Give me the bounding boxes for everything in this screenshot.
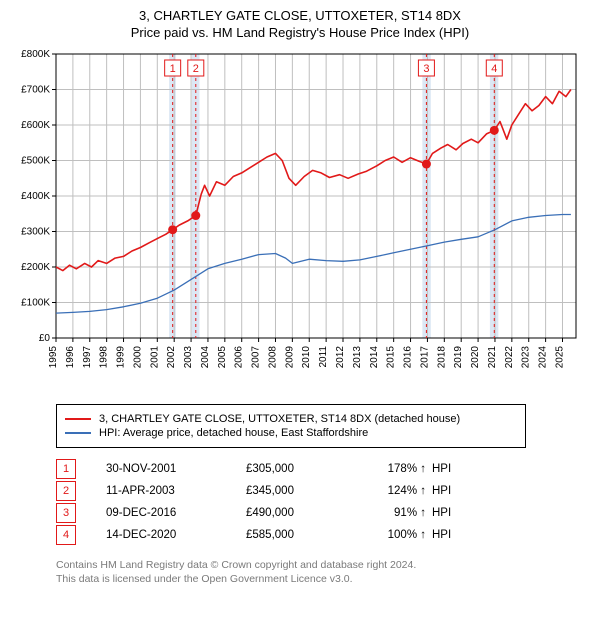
svg-text:£800K: £800K <box>21 49 50 60</box>
row-date: 09-DEC-2016 <box>106 507 246 519</box>
row-marker: 3 <box>56 503 76 523</box>
legend-label: 3, CHARTLEY GATE CLOSE, UTTOXETER, ST14 … <box>99 413 460 425</box>
svg-text:2: 2 <box>193 63 199 75</box>
row-pct: 124% ↑ <box>356 485 426 497</box>
svg-text:2005: 2005 <box>217 346 228 369</box>
svg-text:2019: 2019 <box>453 346 464 369</box>
legend-item: 3, CHARTLEY GATE CLOSE, UTTOXETER, ST14 … <box>65 413 517 425</box>
footer-attribution: Contains HM Land Registry data © Crown c… <box>56 558 526 586</box>
svg-text:3: 3 <box>423 63 429 75</box>
footer-line-1: Contains HM Land Registry data © Crown c… <box>56 558 526 572</box>
row-date: 11-APR-2003 <box>106 485 246 497</box>
svg-text:£700K: £700K <box>21 85 50 96</box>
chart-area: £0 £100K £200K £300K £400K £500K £600K £700K £80… <box>10 46 590 396</box>
row-hpi-label: HPI <box>426 507 492 519</box>
row-pct: 178% ↑ <box>356 463 426 475</box>
table-row: 1 30-NOV-2001£305,000178% ↑HPI <box>56 458 526 480</box>
row-date: 14-DEC-2020 <box>106 529 246 541</box>
legend-item: HPI: Average price, detached house, East… <box>65 427 517 439</box>
table-row: 2 11-APR-2003£345,000124% ↑HPI <box>56 480 526 502</box>
svg-text:£500K: £500K <box>21 156 50 167</box>
svg-text:2021: 2021 <box>487 346 498 369</box>
page-container: 3, CHARTLEY GATE CLOSE, UTTOXETER, ST14 … <box>0 0 600 596</box>
row-hpi-label: HPI <box>426 529 492 541</box>
svg-text:2016: 2016 <box>403 346 414 369</box>
row-price: £585,000 <box>246 529 356 541</box>
svg-text:2013: 2013 <box>352 346 363 369</box>
svg-text:1: 1 <box>170 63 176 75</box>
svg-text:1999: 1999 <box>116 346 127 369</box>
svg-text:2017: 2017 <box>419 346 430 369</box>
row-marker: 1 <box>56 459 76 479</box>
svg-text:2010: 2010 <box>301 346 312 369</box>
svg-text:£100K: £100K <box>21 298 50 309</box>
svg-text:2009: 2009 <box>284 346 295 369</box>
svg-text:2008: 2008 <box>267 346 278 369</box>
row-price: £345,000 <box>246 485 356 497</box>
svg-text:2012: 2012 <box>335 346 346 369</box>
svg-text:2000: 2000 <box>132 346 143 369</box>
svg-text:2007: 2007 <box>251 346 262 369</box>
row-hpi-label: HPI <box>426 463 492 475</box>
table-row: 4 14-DEC-2020£585,000100% ↑HPI <box>56 524 526 546</box>
svg-text:4: 4 <box>491 63 497 75</box>
svg-text:£200K: £200K <box>21 262 50 273</box>
row-date: 30-NOV-2001 <box>106 463 246 475</box>
svg-text:1998: 1998 <box>99 346 110 369</box>
footer-line-2: This data is licensed under the Open Gov… <box>56 572 526 586</box>
svg-text:2023: 2023 <box>521 346 532 369</box>
chart-title-block: 3, CHARTLEY GATE CLOSE, UTTOXETER, ST14 … <box>10 8 590 40</box>
row-marker: 2 <box>56 481 76 501</box>
row-pct: 91% ↑ <box>356 507 426 519</box>
table-row: 3 09-DEC-2016£490,00091% ↑HPI <box>56 502 526 524</box>
row-pct: 100% ↑ <box>356 529 426 541</box>
svg-text:£400K: £400K <box>21 191 50 202</box>
svg-text:2025: 2025 <box>554 346 565 369</box>
svg-text:£600K: £600K <box>21 120 50 131</box>
svg-text:£0: £0 <box>39 333 51 344</box>
transactions-table: 130-NOV-2001£305,000178% ↑HPI211-APR-200… <box>56 458 526 546</box>
svg-text:2020: 2020 <box>470 346 481 369</box>
price-vs-hpi-chart: £0 £100K £200K £300K £400K £500K £600K £700K £80… <box>10 46 590 396</box>
title-line-2: Price paid vs. HM Land Registry's House … <box>10 25 590 40</box>
svg-text:2011: 2011 <box>318 346 329 368</box>
row-price: £305,000 <box>246 463 356 475</box>
row-price: £490,000 <box>246 507 356 519</box>
legend-swatch <box>65 418 91 420</box>
svg-text:1995: 1995 <box>48 346 59 369</box>
legend-swatch <box>65 432 91 434</box>
svg-text:2004: 2004 <box>200 346 211 369</box>
row-hpi-label: HPI <box>426 485 492 497</box>
svg-text:1997: 1997 <box>82 346 93 369</box>
row-marker: 4 <box>56 525 76 545</box>
svg-text:2003: 2003 <box>183 346 194 369</box>
svg-text:1996: 1996 <box>65 346 76 369</box>
svg-text:2006: 2006 <box>234 346 245 369</box>
svg-text:2014: 2014 <box>369 346 380 369</box>
chart-legend: 3, CHARTLEY GATE CLOSE, UTTOXETER, ST14 … <box>56 404 526 448</box>
svg-text:2002: 2002 <box>166 346 177 369</box>
svg-text:2001: 2001 <box>149 346 160 369</box>
svg-text:2015: 2015 <box>386 346 397 369</box>
svg-text:2024: 2024 <box>538 346 549 369</box>
title-line-1: 3, CHARTLEY GATE CLOSE, UTTOXETER, ST14 … <box>10 8 590 23</box>
svg-text:£300K: £300K <box>21 227 50 238</box>
svg-text:2018: 2018 <box>436 346 447 369</box>
svg-text:2022: 2022 <box>504 346 515 369</box>
legend-label: HPI: Average price, detached house, East… <box>99 427 368 439</box>
